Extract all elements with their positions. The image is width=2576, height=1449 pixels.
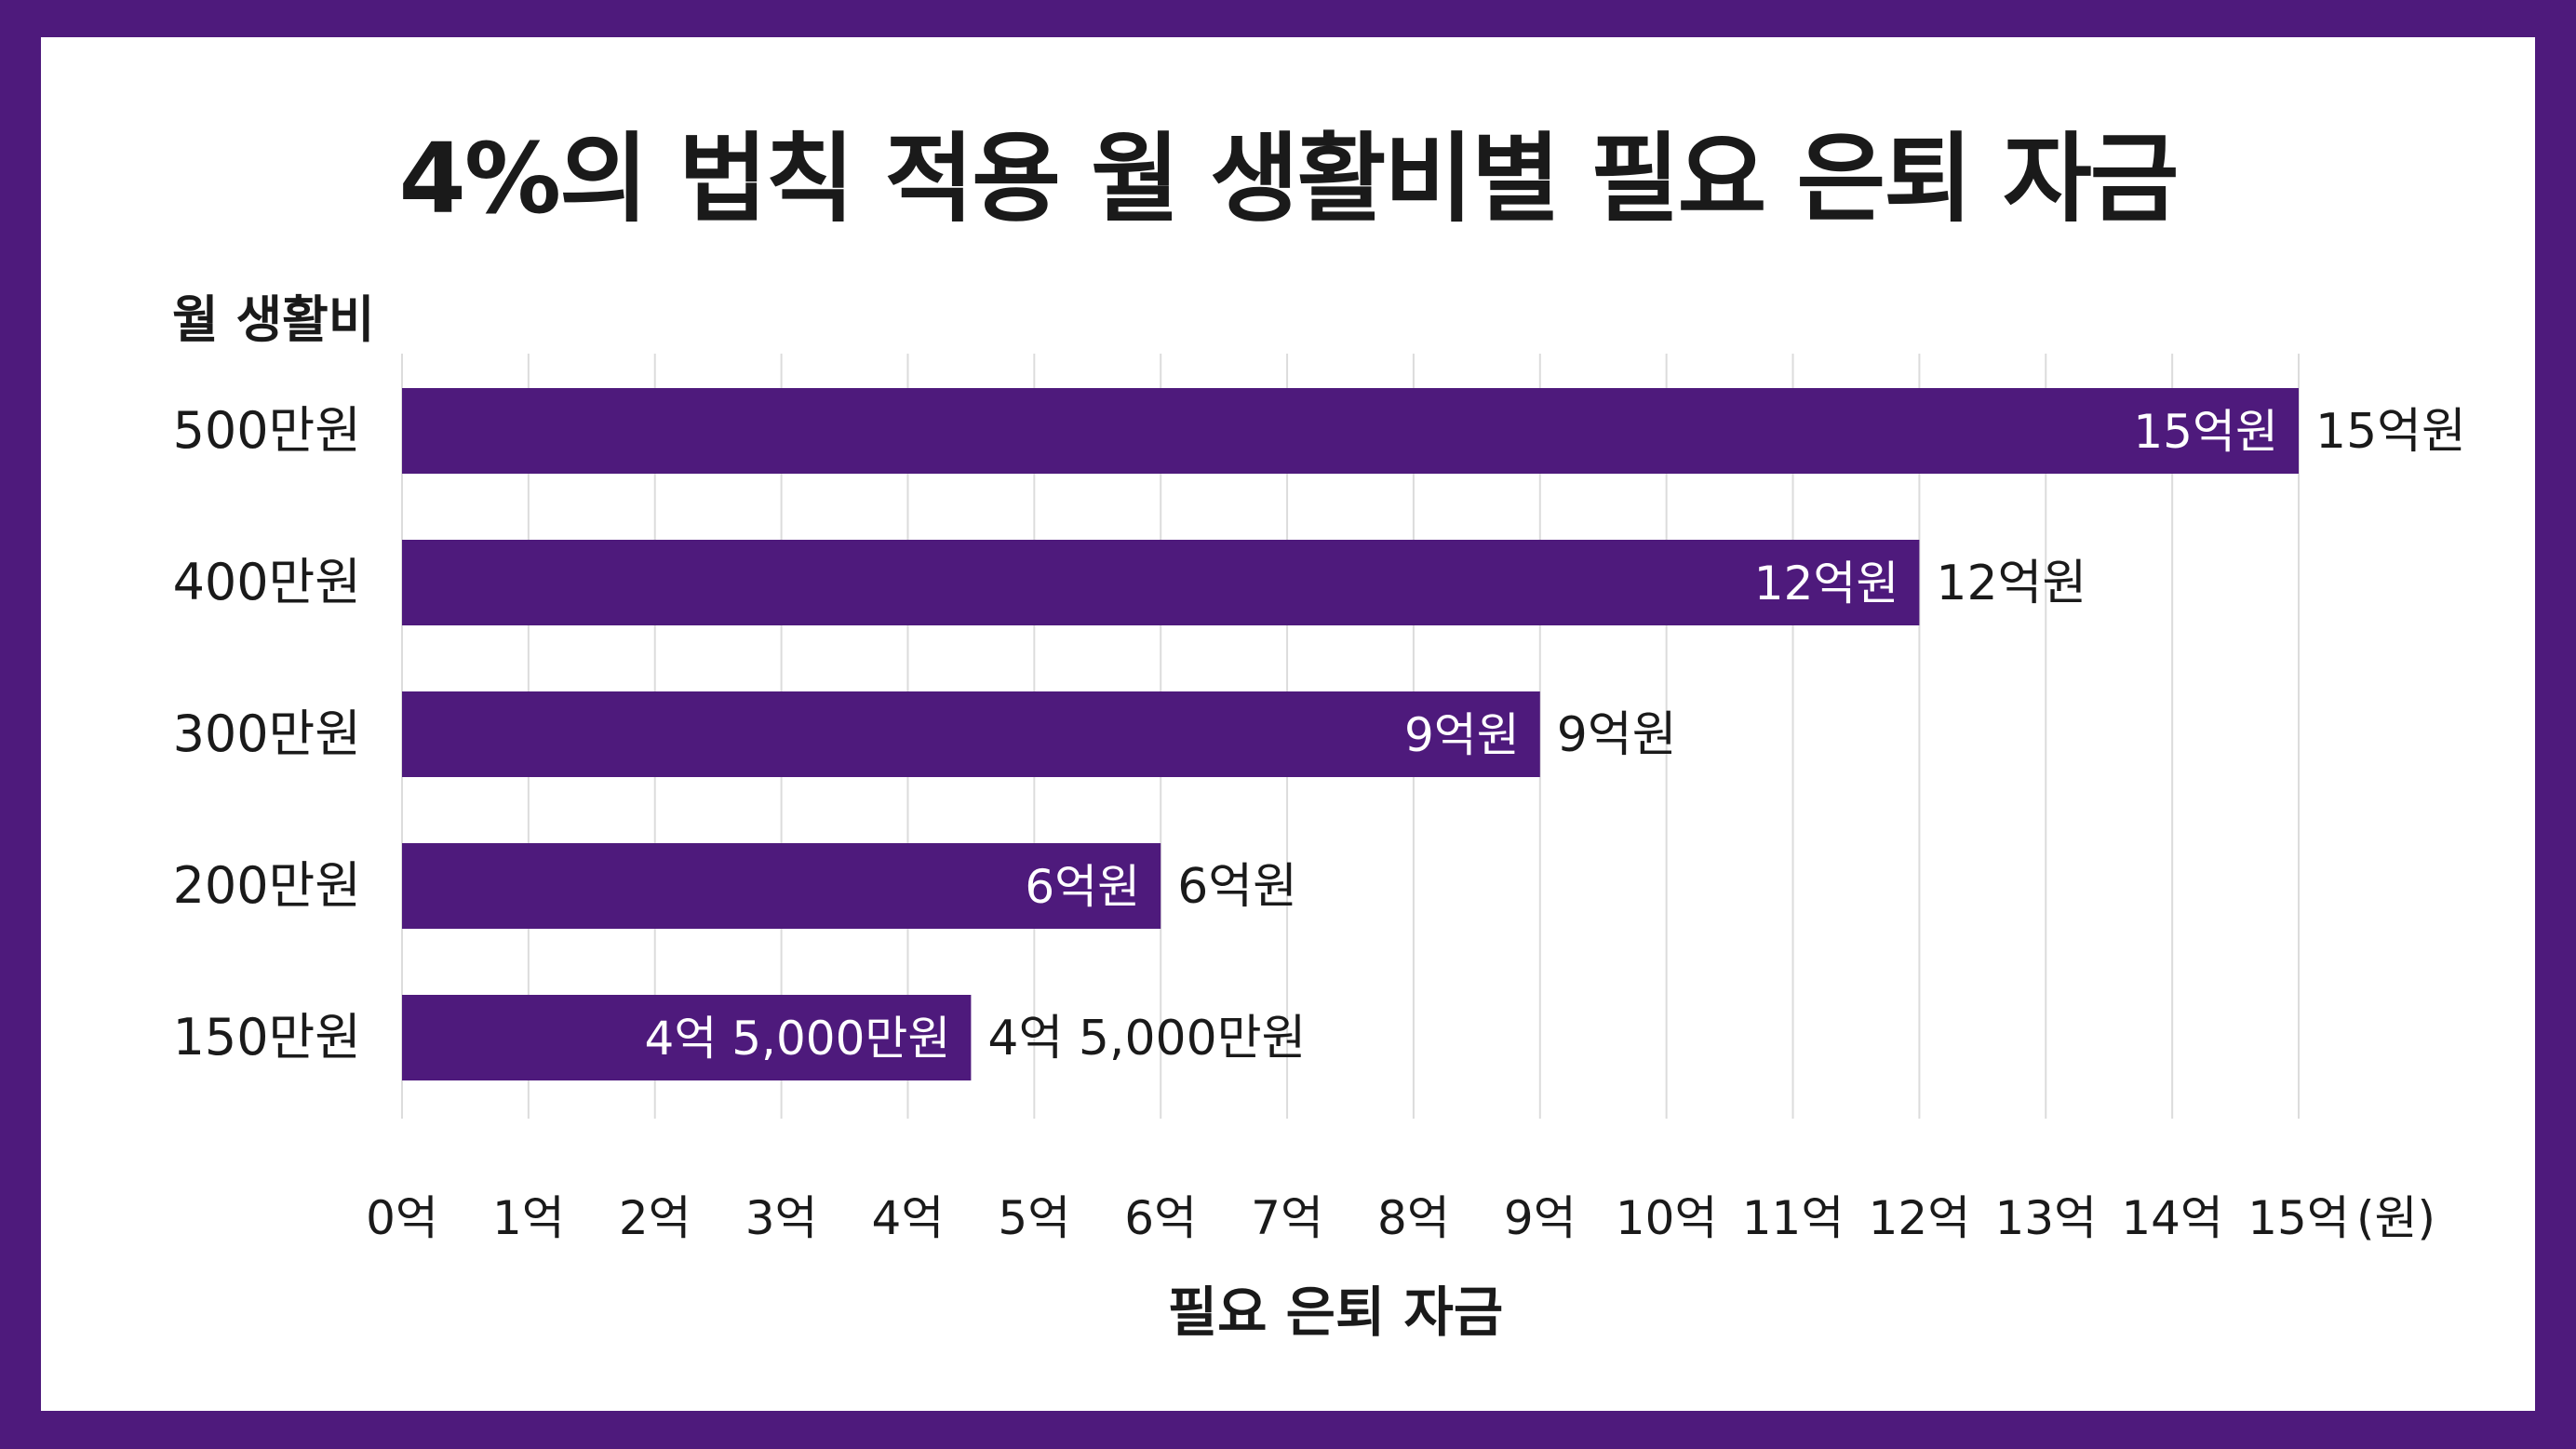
- x-tick-label: 6억: [1124, 1191, 1197, 1245]
- bar-value-label-inside: 6억원: [1025, 860, 1140, 914]
- x-tick-label: 14억: [2121, 1191, 2223, 1245]
- bar-value-label-outside: 9억원: [1557, 707, 1677, 763]
- chart-title: 4%의 법칙 적용 월 생활비별 필요 은퇴 자금: [398, 122, 2180, 235]
- x-tick-label: 0억: [366, 1191, 438, 1245]
- bar-value-label-inside: 12억원: [1754, 557, 1899, 610]
- bar-value-label-outside: 12억원: [1936, 556, 2086, 611]
- bar-value-label-inside: 4억 5,000만원: [645, 1012, 951, 1066]
- x-tick-label: 11억: [1742, 1191, 1845, 1245]
- bar: [402, 388, 2299, 474]
- bar-value-label-outside: 6억원: [1177, 859, 1297, 915]
- bar-value-label-inside: 15억원: [2133, 405, 2278, 459]
- x-axis-unit: (원): [2356, 1191, 2435, 1245]
- bar: [402, 843, 1161, 929]
- bars: [402, 388, 2299, 1080]
- x-tick-label: 2억: [619, 1191, 691, 1245]
- y-category-label: 300만원: [173, 704, 361, 763]
- y-axis-label: 월 생활비: [172, 290, 375, 349]
- y-category-label: 500만원: [173, 401, 361, 460]
- y-category-label: 400만원: [173, 553, 361, 611]
- bar-value-label-outside: 15억원: [2315, 404, 2466, 460]
- x-tick-label: 13억: [1994, 1191, 2097, 1245]
- x-tick-label: 12억: [1869, 1191, 1971, 1245]
- labels: 0억 1억 2억 3억 4억 5억 6억 7억 8억 9억 10억 11억 12억 13억 14억 15억 (원…: [173, 401, 2466, 1245]
- x-tick-label: 9억: [1504, 1191, 1576, 1245]
- x-tick-label: 7억: [1251, 1191, 1323, 1245]
- bar-value-label-inside: 9억원: [1404, 708, 1520, 762]
- x-tick-label: 10억: [1616, 1191, 1718, 1245]
- x-tick-label: 1억: [492, 1191, 565, 1245]
- bar: [402, 540, 1920, 625]
- x-tick-label: 8억: [1377, 1191, 1450, 1245]
- y-category-label: 150만원: [173, 1008, 361, 1067]
- x-tick-label: 3억: [745, 1191, 818, 1245]
- x-tick-label: 4억: [872, 1191, 945, 1245]
- x-axis-label: 필요 은퇴 자금: [1168, 1281, 1504, 1344]
- x-tick-label: 5억: [998, 1191, 1070, 1245]
- bar: [402, 691, 1540, 777]
- bar: [402, 995, 972, 1080]
- x-tick-label: 15억: [2247, 1191, 2350, 1245]
- y-category-label: 200만원: [173, 856, 361, 915]
- bar-value-label-outside: 4억 5,000만원: [987, 1011, 1306, 1067]
